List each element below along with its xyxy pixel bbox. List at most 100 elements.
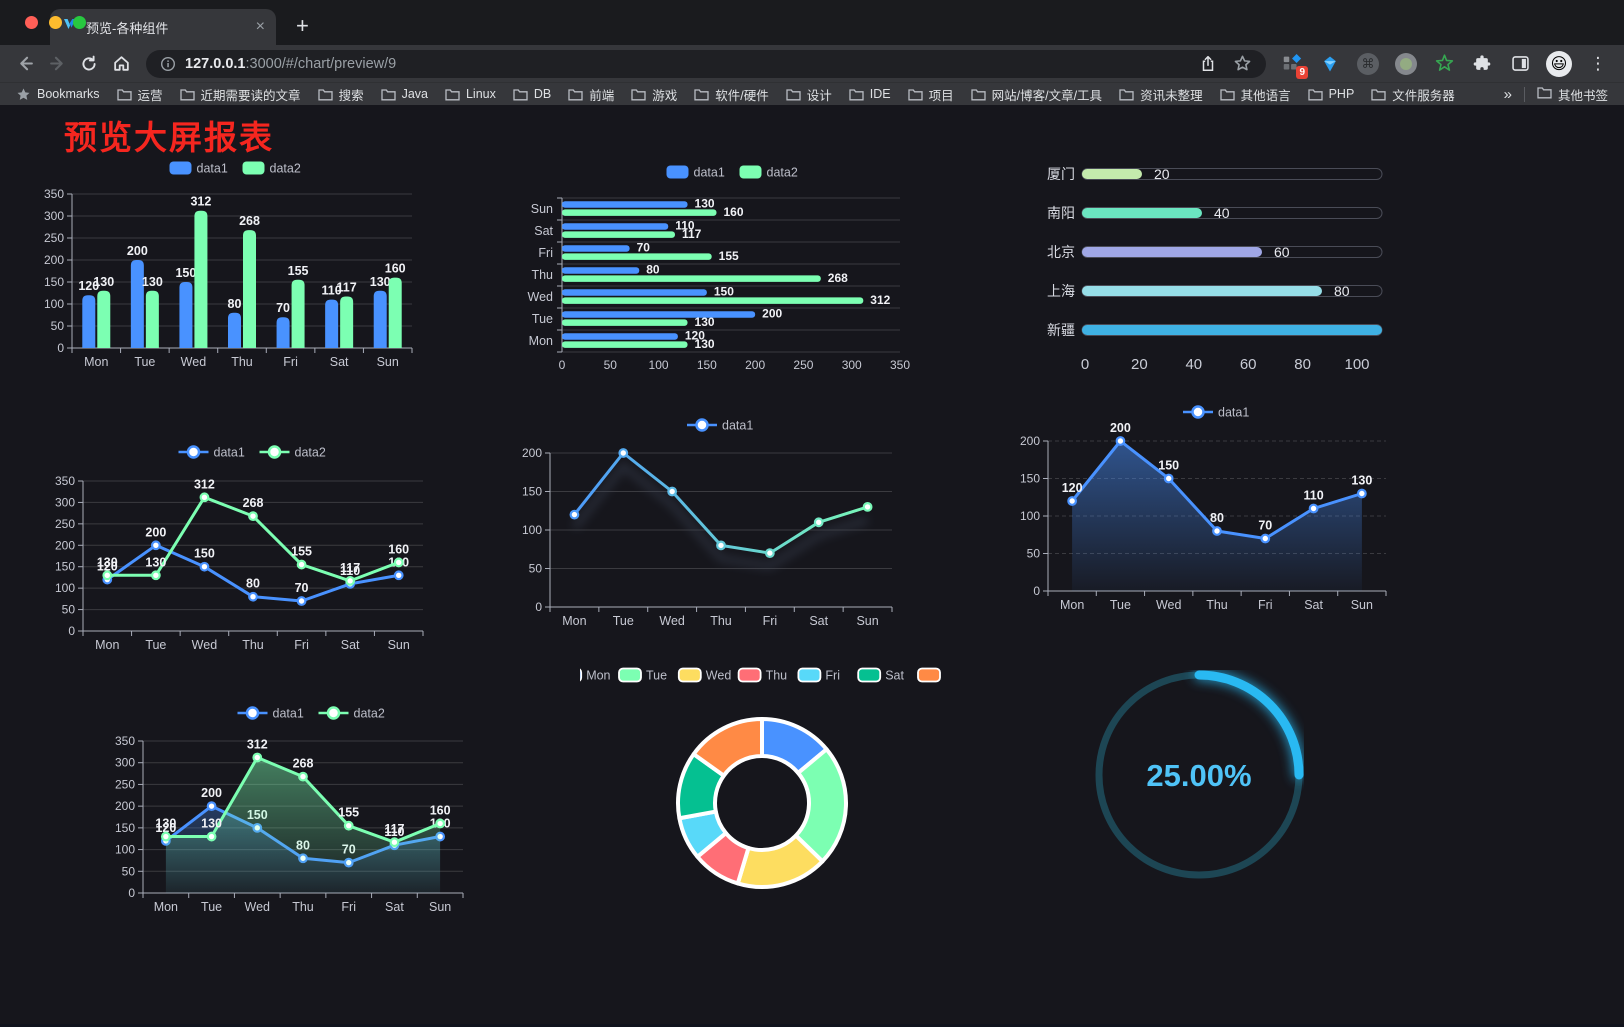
- extension-badge: 9: [1296, 65, 1308, 79]
- svg-text:130: 130: [370, 275, 391, 289]
- bookmark-folder-10[interactable]: 设计: [786, 85, 832, 104]
- bookmark-folder-1[interactable]: 运营: [116, 85, 163, 104]
- svg-text:南阳: 南阳: [1047, 205, 1075, 221]
- svg-text:268: 268: [243, 496, 264, 510]
- chart-line-dual[interactable]: 0 50 100 150 200 250 300 350 Mon Tue Wed Thu Fri Sat S…: [35, 430, 432, 657]
- back-button[interactable]: [10, 49, 40, 79]
- chart-bar-horizontal[interactable]: 0 50 100 150 200 250 300 350 Sun Sat Fri Thu Wed Tue M…: [500, 152, 910, 372]
- home-button[interactable]: [106, 49, 136, 79]
- svg-text:data2: data2: [295, 446, 326, 460]
- chart-canvas-progress-bars: 厦门 20 南阳 40 北京 60 上海 80 新疆 100 0 20 40 60 80 100: [1047, 166, 1418, 373]
- svg-text:155: 155: [288, 264, 309, 278]
- svg-text:200: 200: [762, 307, 782, 321]
- svg-text:Wed: Wed: [706, 669, 732, 683]
- share-icon[interactable]: [1199, 55, 1217, 73]
- bookmark-folder-11[interactable]: IDE: [849, 85, 891, 104]
- extension-grid-icon[interactable]: 9: [1280, 52, 1308, 79]
- back-icon: [19, 56, 33, 71]
- bookmarks-overflow-chevron[interactable]: »: [1503, 85, 1512, 103]
- reload-button[interactable]: [74, 49, 104, 79]
- url-host: 127.0.0.1: [185, 55, 246, 72]
- browser-menu-icon[interactable]: ⋮: [1589, 53, 1607, 73]
- bookmark-folder-12[interactable]: 项目: [907, 85, 954, 104]
- bookmark-folder-16[interactable]: PHP: [1307, 85, 1354, 104]
- bookmark-folder-8[interactable]: 游戏: [631, 85, 677, 104]
- svg-text:100: 100: [44, 297, 64, 311]
- forward-button[interactable]: [42, 49, 72, 79]
- svg-text:data2: data2: [354, 707, 385, 721]
- svg-text:Sat: Sat: [534, 224, 553, 238]
- svg-text:70: 70: [1258, 519, 1272, 533]
- svg-text:data1: data1: [273, 707, 304, 721]
- bookmark-folder-9[interactable]: 软件/硬件: [694, 85, 769, 104]
- svg-text:50: 50: [51, 319, 65, 333]
- site-info-icon[interactable]: [160, 56, 176, 72]
- svg-text:100: 100: [1344, 356, 1369, 373]
- svg-text:80: 80: [1334, 283, 1350, 299]
- svg-text:Sun: Sun: [1351, 598, 1373, 612]
- svg-text:0: 0: [1081, 356, 1089, 373]
- svg-text:0: 0: [535, 600, 542, 614]
- svg-text:Thu: Thu: [710, 614, 732, 628]
- bookmark-star-icon[interactable]: [1233, 54, 1252, 73]
- extensions-puzzle-icon[interactable]: [1470, 52, 1494, 76]
- bookmark-folder-7[interactable]: 前端: [568, 85, 614, 104]
- svg-text:117: 117: [682, 227, 702, 241]
- chart-progress-bars[interactable]: 厦门 20 南阳 40 北京 60 上海 80 新疆 100 0 20 40 60 80 100: [995, 160, 1418, 382]
- svg-text:Thu: Thu: [531, 268, 553, 282]
- chart-gauge[interactable]: 25.00%: [1094, 670, 1304, 880]
- extension-green-star-icon[interactable]: [1432, 52, 1456, 76]
- bookmark-folder-3[interactable]: 搜索: [317, 85, 364, 104]
- svg-text:Wed: Wed: [181, 355, 207, 369]
- svg-text:80: 80: [646, 263, 660, 277]
- svg-text:Thu: Thu: [1206, 598, 1228, 612]
- address-bar[interactable]: 127.0.0.1:3000/#/chart/preview/9: [146, 49, 1266, 78]
- side-panel-icon[interactable]: [1508, 52, 1532, 76]
- minimize-window-button[interactable]: [49, 16, 62, 29]
- other-bookmarks-folder[interactable]: 其他书签: [1537, 85, 1608, 104]
- svg-text:25.00%: 25.00%: [1146, 758, 1251, 793]
- svg-text:312: 312: [247, 738, 268, 752]
- new-tab-button[interactable]: +: [296, 13, 309, 38]
- bookmark-folder-14[interactable]: 资讯未整理: [1119, 85, 1203, 104]
- zoom-window-button[interactable]: [73, 16, 86, 29]
- svg-text:北京: 北京: [1047, 244, 1075, 260]
- chart-canvas-bar-vertical: 0 50 100 150 200 250 300 350 Mon Tue Wed Thu Fri Sat S…: [44, 161, 413, 369]
- bookmark-folder-5[interactable]: Linux: [445, 85, 496, 104]
- svg-text:Tue: Tue: [613, 614, 634, 628]
- svg-text:110: 110: [340, 564, 360, 578]
- extension-record-icon[interactable]: [1394, 52, 1418, 76]
- bookmark-folder-17[interactable]: 文件服务器: [1371, 85, 1455, 104]
- tab-close-icon[interactable]: ×: [255, 18, 265, 35]
- chart-line-gradient[interactable]: 0 50 100 150 200 Mon Tue Wed Thu Fri Sat Sun data1: [505, 400, 902, 632]
- extension-gem-icon[interactable]: [1318, 52, 1342, 76]
- svg-text:data1: data1: [214, 446, 245, 460]
- svg-text:Fri: Fri: [825, 669, 840, 683]
- svg-text:100: 100: [115, 843, 135, 857]
- bookmark-folder-2[interactable]: 近期需要读的文章: [179, 85, 301, 104]
- chart-area-dual[interactable]: 0 50 100 150 200 250 300 350 Mon Tue Wed Thu Fri Sat S…: [95, 690, 487, 922]
- svg-text:130: 130: [695, 197, 715, 211]
- bookmark-folder-6[interactable]: DB: [513, 85, 551, 104]
- bookmark-folder-4[interactable]: Java: [380, 85, 428, 104]
- svg-text:312: 312: [870, 293, 890, 307]
- svg-text:Mon: Mon: [529, 334, 553, 348]
- svg-text:Tue: Tue: [201, 900, 222, 914]
- profile-avatar[interactable]: 😃: [1546, 50, 1572, 77]
- extension-command-icon[interactable]: ⌘: [1356, 52, 1380, 76]
- svg-text:150: 150: [697, 358, 717, 372]
- bookmark-folder-13[interactable]: 网站/博客/文章/工具: [970, 85, 1102, 104]
- close-window-button[interactable]: [25, 16, 38, 29]
- chart-bar-vertical[interactable]: 0 50 100 150 200 250 300 350 Mon Tue Wed Thu Fri Sat S…: [40, 150, 424, 372]
- svg-text:Sun: Sun: [429, 900, 451, 914]
- svg-text:60: 60: [1274, 244, 1290, 260]
- svg-text:155: 155: [338, 806, 359, 820]
- chart-area-single[interactable]: 0 50 100 150 200 Mon Tue Wed Thu Fri Sat Sun 120 200 1…: [1000, 388, 1397, 618]
- svg-text:Tue: Tue: [145, 638, 166, 652]
- bookmark-folder-15[interactable]: 其他语言: [1219, 85, 1291, 104]
- svg-text:150: 150: [194, 547, 215, 561]
- url-text[interactable]: 127.0.0.1:3000/#/chart/preview/9: [185, 56, 1190, 72]
- bookmarks-root[interactable]: Bookmarks: [16, 87, 100, 102]
